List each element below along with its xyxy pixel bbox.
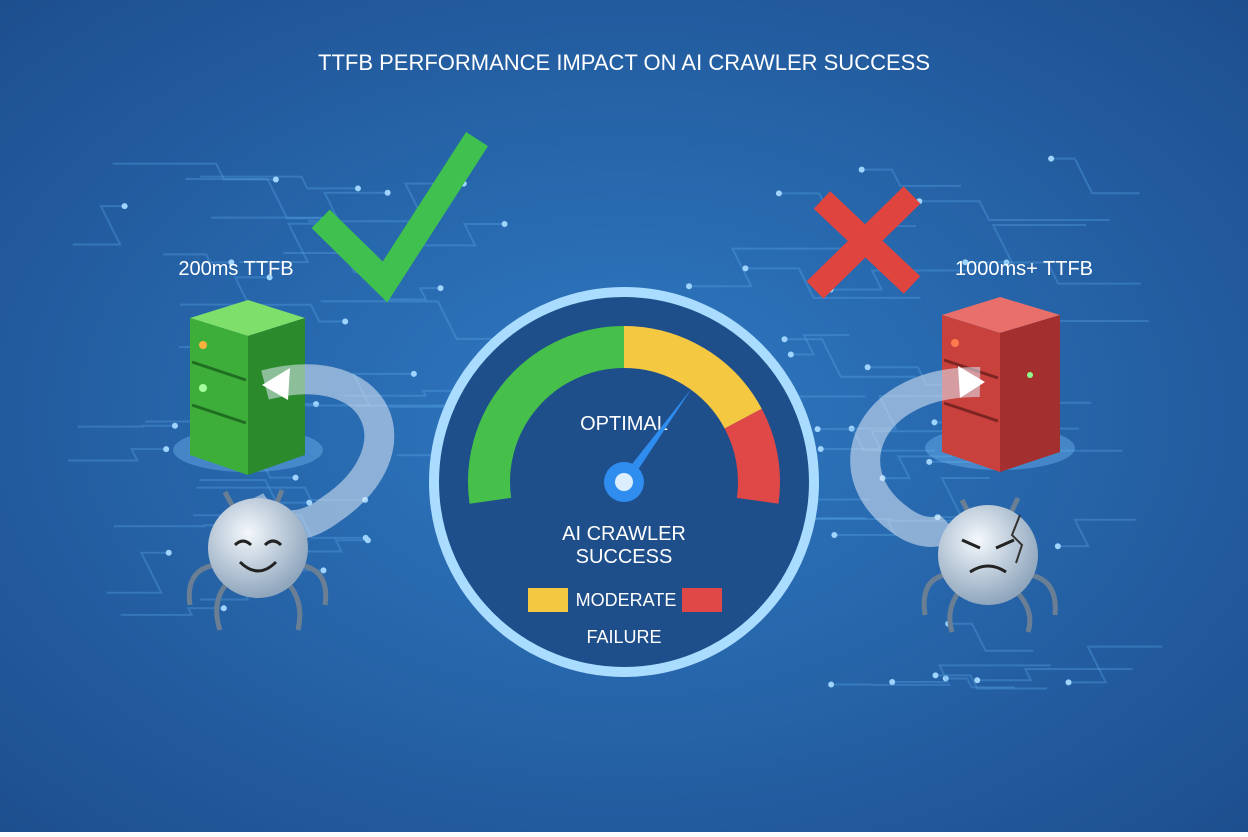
circuit-node — [742, 265, 748, 271]
legend-swatch-failure — [682, 588, 722, 612]
circuit-node — [166, 550, 172, 556]
circuit-node — [828, 682, 834, 688]
circuit-node — [782, 336, 788, 342]
gauge-zone-label: OPTIMAL — [580, 413, 668, 435]
circuit-node — [320, 567, 326, 573]
circuit-node — [788, 351, 794, 357]
circuit-node — [815, 426, 821, 432]
circuit-node — [172, 423, 178, 429]
circuit-node — [385, 190, 391, 196]
circuit-node — [411, 371, 417, 377]
circuit-node — [686, 283, 692, 289]
circuit-node — [859, 167, 865, 173]
circuit-node — [818, 446, 824, 452]
circuit-node — [221, 605, 227, 611]
circuit-node — [889, 679, 895, 685]
title: TTFB PERFORMANCE IMPACT ON AI CRAWLER SU… — [318, 50, 930, 75]
circuit-trace — [78, 426, 175, 427]
circuit-node — [831, 532, 837, 538]
circuit-node — [502, 221, 508, 227]
circuit-node — [926, 459, 932, 465]
circuit-node — [273, 176, 279, 182]
circuit-node — [931, 419, 937, 425]
circuit-node — [933, 672, 939, 678]
circuit-node — [293, 475, 299, 481]
gauge-caption-line: AI CRAWLER — [562, 523, 686, 545]
gauge-zone — [743, 419, 759, 501]
circuit-node — [355, 185, 361, 191]
legend-swatch-moderate — [528, 588, 568, 612]
left-label: 200ms TTFB — [178, 258, 293, 280]
circuit-node — [163, 446, 169, 452]
circuit-node — [1055, 543, 1061, 549]
legend-label: FAILURE — [586, 627, 661, 647]
circuit-node — [122, 203, 128, 209]
circuit-node — [974, 677, 980, 683]
circuit-node — [1066, 679, 1072, 685]
gauge-hub-center — [615, 473, 633, 491]
circuit-node — [438, 285, 444, 291]
circuit-node — [342, 318, 348, 324]
gauge-caption-line: SUCCESS — [576, 546, 673, 568]
circuit-node — [363, 535, 369, 541]
circuit-node — [1048, 156, 1054, 162]
legend-label: MODERATE — [576, 590, 677, 610]
right-label: 1000ms+ TTFB — [955, 258, 1093, 280]
circuit-node — [865, 364, 871, 370]
circuit-node — [776, 190, 782, 196]
